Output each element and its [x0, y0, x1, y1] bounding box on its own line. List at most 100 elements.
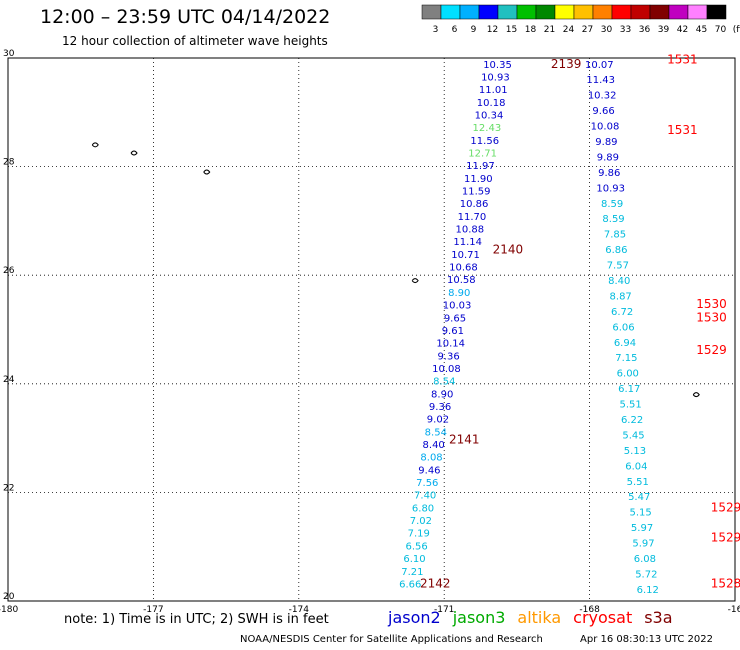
wave-height-value: 10.35	[483, 60, 512, 71]
colorbar-label: 3	[433, 25, 439, 35]
wave-height-value: 5.45	[622, 430, 644, 441]
wave-height-value: 6.56	[406, 541, 428, 552]
wave-height-value: 6.86	[605, 245, 627, 256]
wave-height-value: 5.97	[632, 539, 654, 550]
wave-height-value: 6.00	[617, 369, 639, 380]
island-coastline	[692, 392, 700, 398]
wave-height-value: 6.10	[403, 554, 425, 565]
colorbar-label: 12	[487, 25, 498, 35]
lat-tick-label: 22	[3, 483, 14, 493]
wave-height-value: 7.19	[408, 529, 430, 540]
pass-time-label: 2142	[420, 576, 451, 590]
colorbar-label: 30	[601, 25, 613, 35]
wave-height-value: 8.59	[601, 199, 623, 210]
wave-height-value: 8.40	[608, 276, 630, 287]
wave-height-value: 7.15	[615, 353, 637, 364]
pass-time-label: 1530	[696, 297, 727, 311]
wave-height-value: 6.22	[621, 415, 643, 426]
lat-tick-label: 20	[3, 592, 15, 602]
wave-height-value: 10.08	[591, 122, 620, 133]
pass-time-label: 2139	[551, 57, 582, 71]
wave-height-value: 8.08	[420, 453, 442, 464]
wave-height-value: 7.21	[401, 567, 423, 578]
lon-tick-label: -168	[579, 605, 600, 615]
wave-height-value: 11.43	[586, 75, 615, 86]
legend-item-jason3: jason3	[452, 608, 506, 627]
wave-height-value: 10.88	[456, 225, 485, 236]
island-coastline	[411, 278, 419, 284]
wave-height-value: 12.71	[468, 148, 497, 159]
wave-height-value: 11.90	[464, 174, 493, 185]
wave-height-value: 9.02	[427, 415, 449, 426]
lon-tick-label: -180	[0, 605, 18, 615]
wave-height-value: 9.61	[442, 326, 464, 337]
wave-height-value: 8.54	[433, 377, 455, 388]
pass-time-label: 1530	[696, 310, 727, 324]
colorbar-label: 39	[658, 25, 670, 35]
wave-height-value: 10.71	[451, 250, 480, 261]
wave-height-value: 10.93	[481, 72, 510, 83]
wave-height-value: 11.97	[466, 161, 495, 172]
satellite-legend: jason2 jason3 altika cryosat s3a	[388, 608, 685, 627]
pass-time-label: 1528	[711, 576, 740, 590]
wave-height-value: 8.87	[610, 291, 632, 302]
wave-height-value: 10.03	[443, 301, 472, 312]
legend-item-cryosat: cryosat	[573, 608, 633, 627]
wave-height-value: 6.17	[618, 384, 640, 395]
wave-height-value: 7.85	[604, 230, 626, 241]
wave-height-value: 10.58	[447, 275, 476, 286]
credit-text: NOAA/NESDIS Center for Satellite Applica…	[240, 634, 543, 645]
colorbar-label: 36	[639, 25, 651, 35]
wave-height-value: 6.72	[611, 307, 633, 318]
lat-tick-label: 28	[3, 158, 15, 168]
island-coastline	[130, 150, 138, 156]
wave-height-value: 6.08	[634, 554, 656, 565]
wave-height-value: 10.08	[432, 364, 461, 375]
wave-height-value: 11.01	[479, 85, 508, 96]
colorbar-label: 42	[677, 25, 688, 35]
colorbar-label: 15	[506, 25, 517, 35]
wave-height-value: 10.86	[460, 199, 489, 210]
lat-tick-label: 24	[3, 375, 15, 385]
wave-height-value: 10.14	[436, 339, 465, 350]
generated-timestamp: Apr 16 08:30:13 UTC 2022	[580, 634, 713, 645]
wave-height-value: 11.70	[458, 212, 487, 223]
wave-height-value: 10.34	[475, 110, 504, 121]
wave-height-value: 8.90	[448, 288, 470, 299]
wave-height-value: 9.66	[592, 106, 614, 117]
lon-tick-label: -171	[434, 605, 454, 615]
wave-height-value: 11.56	[470, 136, 499, 147]
pass-time-label: 1529	[696, 343, 727, 357]
wave-height-value: 5.51	[620, 400, 642, 411]
pass-time-label: 2141	[449, 433, 480, 447]
lon-tick-label: -174	[289, 605, 310, 615]
wave-height-value: 12.43	[473, 123, 502, 134]
wave-height-value: 5.15	[629, 508, 651, 519]
wave-height-value: 5.72	[635, 569, 657, 580]
wave-height-value: 9.46	[418, 465, 440, 476]
wave-height-value: 10.18	[477, 98, 506, 109]
colorbar-label: 9	[471, 25, 477, 35]
colorbar-label: 6	[452, 25, 458, 35]
wave-height-value: 9.89	[597, 152, 619, 163]
wave-height-value: 9.86	[598, 168, 620, 179]
colorbar-label: 45	[696, 25, 707, 35]
wave-height-value: 5.51	[627, 477, 649, 488]
wave-height-value: 7.57	[607, 261, 629, 272]
page-title: 12:00 – 23:59 UTC 04/14/2022	[40, 6, 331, 28]
wave-height-value: 10.68	[449, 263, 478, 274]
pass-time-label: 1529	[711, 500, 740, 514]
colorbar-label: 24	[563, 25, 575, 35]
island-coastline	[203, 169, 211, 175]
colorbar-label: 33	[620, 25, 631, 35]
wave-height-value: 8.54	[425, 427, 447, 438]
colorbar-label: (ft)	[733, 25, 740, 35]
wave-height-value: 6.06	[612, 322, 634, 333]
wave-height-value: 6.94	[614, 338, 636, 349]
wave-height-value: 10.32	[588, 91, 617, 102]
wave-height-value: 7.02	[410, 516, 432, 527]
wave-height-value: 10.07	[585, 60, 614, 71]
wave-height-value: 9.89	[595, 137, 617, 148]
